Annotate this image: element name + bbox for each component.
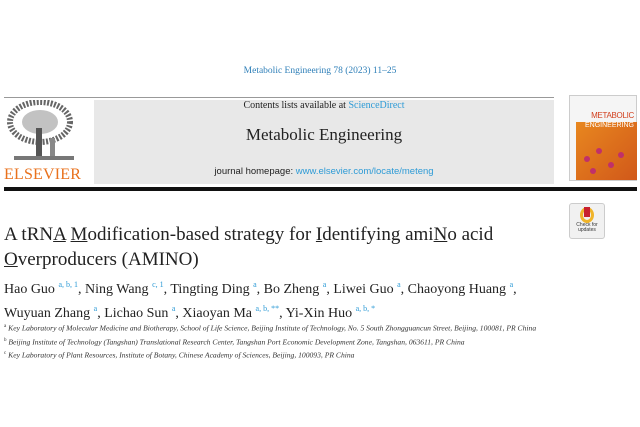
affiliation: a Key Laboratory of Molecular Medicine a… — [4, 321, 564, 335]
title-acronym-letter: O — [4, 249, 18, 270]
bookmark-icon — [580, 207, 594, 223]
author-name: Xiaoyan Ma — [182, 306, 253, 321]
author-name: Wuyuan Zhang — [4, 306, 91, 321]
author-affiliation-marks[interactable]: a, b, ** — [255, 304, 280, 313]
publisher-name: ELSEVIER — [4, 166, 82, 183]
author-list: Hao Guo a, b, 1, Ning Wang c, 1, Tingtin… — [4, 280, 517, 322]
author[interactable]: Ning Wang c, 1 — [85, 280, 164, 298]
check-for-updates-label: Check for updates — [576, 222, 598, 233]
molecule-dot — [608, 162, 614, 168]
author-affiliation-marks[interactable]: a, b, 1 — [58, 280, 78, 289]
title-text: odification-based strategy for — [87, 224, 316, 245]
title-text: verproducers (AMINO) — [17, 249, 199, 270]
affiliation-key: c — [4, 351, 7, 357]
homepage-link[interactable]: www.elsevier.com/locate/meteng — [295, 166, 434, 177]
author-affiliation-marks[interactable]: c, 1 — [152, 280, 164, 289]
author-name: Chaoyong Huang — [407, 282, 507, 297]
author-name: Bo Zheng — [263, 282, 320, 297]
author[interactable]: Xiaoyan Ma a, b, ** — [182, 304, 280, 322]
sciencedirect-link[interactable]: ScienceDirect — [348, 100, 405, 111]
author-affiliation-marks[interactable]: a, b, * — [355, 304, 376, 313]
author-name: Liwei Guo — [333, 282, 394, 297]
cover-title-2: ENGINEERING — [584, 122, 634, 129]
author[interactable]: Wuyuan Zhang a — [4, 304, 98, 322]
affiliation-text: Beijing Institute of Technology (Tangsha… — [8, 337, 465, 347]
journal-cover[interactable]: METABOLIC ENGINEERING — [569, 95, 637, 181]
contents-line: Contents lists available at ScienceDirec… — [94, 100, 554, 111]
affiliation-text: Key Laboratory of Plant Resources, Insti… — [8, 350, 355, 360]
title-acronym-letter: I — [315, 224, 323, 245]
author[interactable]: Tingting Ding a — [170, 280, 257, 298]
elsevier-tree-icon — [6, 99, 80, 162]
contents-prefix: Contents lists available at — [243, 100, 349, 111]
author-affiliation-marks[interactable]: a — [322, 280, 327, 289]
homepage-line: journal homepage: www.elsevier.com/locat… — [94, 166, 554, 177]
cover-title-1: METABOLIC — [591, 111, 634, 120]
molecule-dot — [584, 156, 590, 162]
title-text: A tRN — [4, 224, 54, 245]
author-name: Ning Wang — [85, 282, 149, 297]
affiliations: a Key Laboratory of Molecular Medicine a… — [4, 321, 564, 362]
author-affiliation-marks[interactable]: a — [171, 304, 176, 313]
affiliation: b Beijing Institute of Technology (Tangs… — [4, 335, 564, 349]
article-title: A tRNA Modification-based strategy for I… — [4, 222, 544, 272]
title-text: dentifying ami — [322, 224, 434, 245]
author-name: Hao Guo — [4, 282, 55, 297]
author[interactable]: Liwei Guo a — [333, 280, 401, 298]
homepage-prefix: journal homepage: — [214, 166, 296, 177]
author[interactable]: Bo Zheng a — [263, 280, 327, 298]
author[interactable]: Hao Guo a, b, 1 — [4, 280, 78, 298]
molecule-dot — [590, 168, 596, 174]
check-for-updates-button[interactable]: Check for updates — [569, 203, 605, 239]
title-text: o acid — [447, 224, 494, 245]
journal-banner — [94, 100, 554, 184]
author-affiliation-marks[interactable]: a — [253, 280, 257, 289]
journal-reference[interactable]: Metabolic Engineering 78 (2023) 11–25 — [243, 66, 397, 76]
journal-title: Metabolic Engineering — [245, 125, 403, 144]
title-acronym-letter: M — [70, 224, 88, 245]
author-affiliation-marks[interactable]: a — [397, 280, 401, 289]
elsevier-logo[interactable]: ELSEVIER — [4, 99, 82, 183]
title-acronym-letter: N — [433, 224, 448, 245]
affiliation-key: b — [4, 337, 7, 343]
author[interactable]: Chaoyong Huang a — [407, 280, 514, 298]
author-affiliation-marks[interactable]: a — [509, 280, 514, 289]
divider — [4, 97, 554, 98]
divider-thick — [4, 187, 637, 191]
affiliation-key: a — [4, 324, 7, 329]
molecule-dot — [596, 148, 602, 154]
author-name: Lichao Sun — [104, 306, 169, 321]
author[interactable]: Lichao Sun a — [104, 304, 176, 322]
affiliation-text: Key Laboratory of Molecular Medicine and… — [8, 323, 537, 333]
title-acronym-letter: A — [53, 224, 66, 245]
cover-art — [576, 122, 637, 180]
author-name: Tingting Ding — [170, 282, 250, 297]
author[interactable]: Yi-Xin Huo a, b, * — [285, 304, 376, 322]
affiliation: c Key Laboratory of Plant Resources, Ins… — [4, 348, 564, 362]
author-name: Yi-Xin Huo — [285, 306, 353, 321]
molecule-dot — [618, 152, 624, 158]
author-affiliation-marks[interactable]: a — [93, 304, 98, 313]
